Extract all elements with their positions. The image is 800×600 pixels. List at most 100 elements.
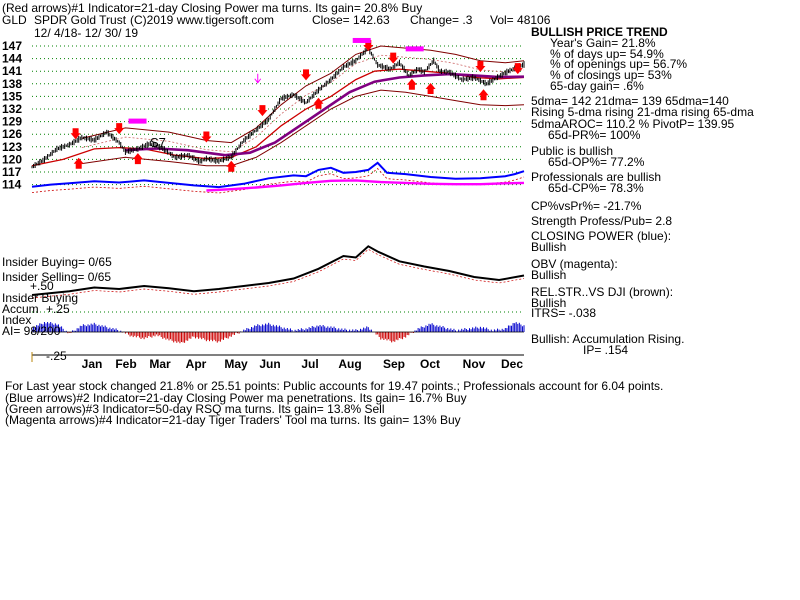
y-tick-117: 117 xyxy=(2,165,22,179)
rel-strength-ma xyxy=(31,248,525,299)
rel-strength-line xyxy=(31,245,525,299)
y-tick-114: 114 xyxy=(2,178,22,192)
accum-label: Accum xyxy=(2,302,39,316)
chart-axes: Jan Feb Mar Apr May Jun Jul Aug Sep Oct Nov Dec xyxy=(31,352,524,371)
y-tick-147: 147 xyxy=(2,39,22,53)
stat-23: Bullish: Accumulation Rising. xyxy=(531,332,685,346)
stat-4: % of closings up= 53% xyxy=(550,68,672,82)
closing-power-path xyxy=(31,161,525,189)
x-tick-May: May xyxy=(224,357,248,371)
red-arrow-0 xyxy=(70,128,81,140)
band-upper xyxy=(81,45,525,144)
copyright: (C)2019 www.tigersoft.com xyxy=(130,13,275,27)
y-tick-135: 135 xyxy=(2,89,22,103)
stat-1: Year's Gain= 21.8% xyxy=(550,36,656,50)
date-range: 12/ 4/18- 12/ 30/ 19 xyxy=(34,26,139,40)
moving-averages xyxy=(31,68,525,167)
change-value: Change= .3 xyxy=(410,13,473,27)
stat-22: ITRS= -.038 xyxy=(531,306,597,320)
y-tick-132: 132 xyxy=(2,102,22,116)
obv-path xyxy=(206,179,525,192)
footer-line-2: (Green arrows)#3 Indicator=50-day RSQ ma… xyxy=(5,402,385,416)
header-line1: (Red arrows)#1 Indicator=21-day Closing … xyxy=(2,1,423,15)
plus50-label: +.50 xyxy=(30,279,54,293)
stat-12: Professionals are bullish xyxy=(531,170,662,184)
red-arrow-6 xyxy=(257,105,268,117)
ai-label: AI= 98/200 xyxy=(2,324,61,338)
stat-3: % of openings up= 56.7% xyxy=(550,57,688,71)
stat-7: Rising 5-dma rising 21-dma rising 65-dma xyxy=(531,105,754,119)
red-arrow-12 xyxy=(425,83,436,94)
plus25-label: +.25 xyxy=(46,302,70,316)
red-arrow-4 xyxy=(201,131,212,143)
stat-24: IP= .154 xyxy=(583,343,629,357)
footer-line-0: For Last year stock changed 21.8% or 25.… xyxy=(5,379,664,393)
magenta-mark-1 xyxy=(352,37,371,43)
ma65-line xyxy=(125,72,525,157)
price-series xyxy=(31,45,525,169)
footer-line-3: (Magenta arrows)#4 Indicator=21-day Tige… xyxy=(5,413,461,427)
x-tick-Jun: Jun xyxy=(259,357,280,371)
signal-arrows xyxy=(70,37,523,172)
y-tick-129: 129 xyxy=(2,115,22,129)
ticker: GLD xyxy=(2,13,27,27)
x-tick-Sep: Sep xyxy=(383,357,405,371)
volume-value: Vol= 48106 xyxy=(490,13,551,27)
red-arrow-5 xyxy=(226,160,237,172)
x-tick-Jan: Jan xyxy=(82,357,103,371)
magenta-arrow xyxy=(254,73,262,84)
footer-line-1: (Blue arrows)#2 Indicator=21-day Closing… xyxy=(5,391,467,405)
stat-17: Bullish xyxy=(531,240,567,254)
y-tick-141: 141 xyxy=(2,64,22,78)
red-arrow-2 xyxy=(114,123,125,135)
stat-14: CP%vsPr%= -21.7% xyxy=(531,199,642,213)
stat-11: 65d-OP%= 77.2% xyxy=(548,155,645,169)
red-arrow-10 xyxy=(388,52,399,64)
red-arrow-15 xyxy=(512,63,523,75)
stat-2: % of days up= 54.9% xyxy=(550,47,664,61)
red-arrow-14 xyxy=(478,89,489,101)
x-tick-Feb: Feb xyxy=(115,357,136,371)
stat-9: 65d-PR%= 100% xyxy=(548,128,641,142)
red-arrow-8 xyxy=(313,97,324,109)
close-value: Close= 142.63 xyxy=(312,13,390,27)
stat-10: Public is bullish xyxy=(531,144,614,158)
band-upper-inner xyxy=(81,54,525,153)
stat-20: REL.STR..VS DJI (brown): xyxy=(531,285,674,299)
ma21-line xyxy=(31,68,525,167)
s7-label: S7 xyxy=(150,135,166,150)
x-tick-Nov: Nov xyxy=(463,357,486,371)
stat-8: 5dmaAROC= 110.2 % PivotP= 139.95 xyxy=(531,117,735,131)
magenta-mark-2 xyxy=(405,46,424,52)
accumulation-histogram xyxy=(31,311,525,344)
red-arrow-11 xyxy=(406,78,417,90)
security-name: SPDR Gold Trust xyxy=(34,13,127,27)
rel-strength-path xyxy=(31,245,525,296)
y-tick-123: 123 xyxy=(2,140,22,154)
stat-21: Bullish xyxy=(531,296,567,310)
x-tick-Oct: Oct xyxy=(420,357,440,371)
stat-18: OBV (magenta): xyxy=(531,257,618,271)
x-tick-Aug: Aug xyxy=(338,357,361,371)
stat-13: 65d-CP%= 78.3% xyxy=(548,181,644,195)
stat-15: Strength Profess/Pub= 2.8 xyxy=(531,214,673,228)
stat-0: BULLISH PRICE TREND xyxy=(531,25,668,39)
stat-5: 65-day gain= .6% xyxy=(550,79,644,93)
minus25-label: -.25 xyxy=(46,349,67,363)
y-tick-126: 126 xyxy=(2,127,22,141)
x-tick-Jul: Jul xyxy=(301,357,318,371)
insider-buying-label-2: Insider Buying xyxy=(2,291,79,305)
x-tick-Dec: Dec xyxy=(501,357,523,371)
stat-19: Bullish xyxy=(531,268,567,282)
obv-line xyxy=(206,179,525,192)
price-band xyxy=(81,45,525,167)
y-tick-144: 144 xyxy=(2,52,22,66)
insider-selling-label: Insider Selling= 0/65 xyxy=(2,270,112,284)
red-arrow-13 xyxy=(475,61,486,72)
stat-16: CLOSING POWER (blue): xyxy=(531,229,672,243)
insider-buying-label: Insider Buying= 0/65 xyxy=(2,255,112,269)
y-tick-138: 138 xyxy=(2,77,22,91)
x-tick-Apr: Apr xyxy=(186,357,207,371)
